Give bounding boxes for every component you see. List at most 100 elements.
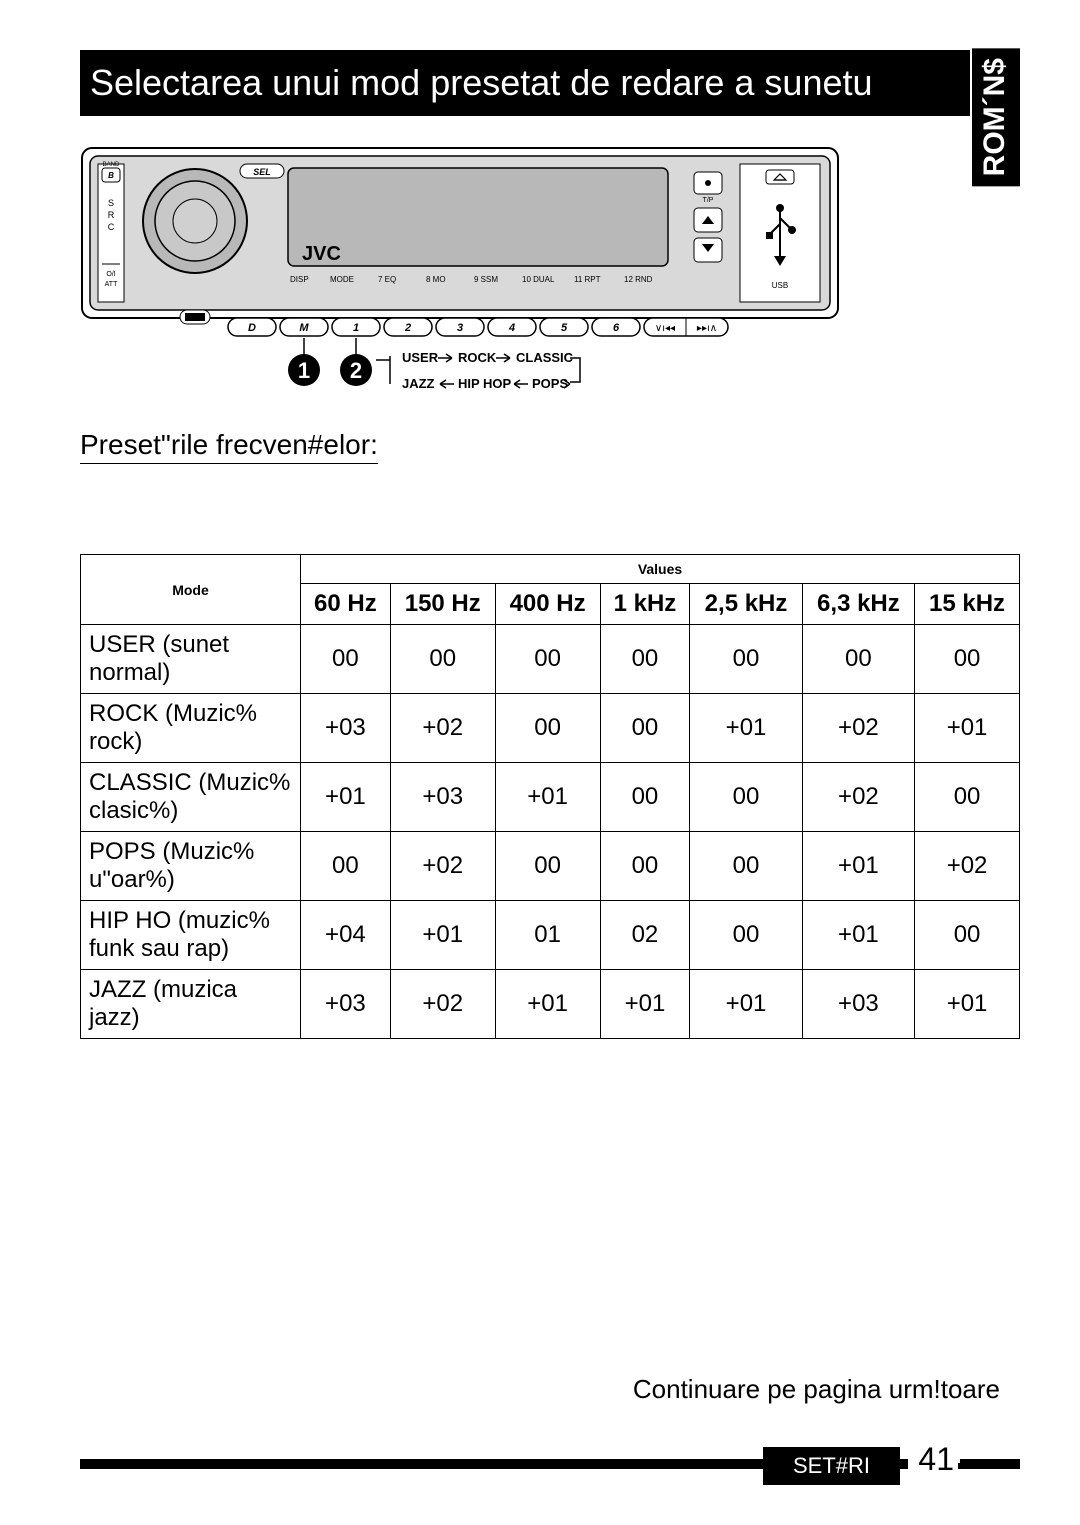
disp-label: DISP — [290, 275, 309, 284]
value-cell: +02 — [390, 694, 495, 763]
preset-buttons: D M 1 2 3 4 5 6 ∨ı◂◂ ▸▸ı∧ — [228, 318, 728, 336]
value-cell: +01 — [802, 832, 914, 901]
svg-text:D: D — [248, 322, 256, 334]
table-row: HIP HO (muzic% funk sau rap)+04+01010200… — [81, 901, 1020, 970]
svg-text:7 EQ: 7 EQ — [378, 275, 396, 284]
value-cell: 00 — [915, 901, 1020, 970]
table-row: ROCK (Muzic% rock)+03+020000+01+02+01 — [81, 694, 1020, 763]
svg-text:JAZZ: JAZZ — [402, 376, 435, 391]
th-2-5khz: 2,5 kHz — [690, 584, 802, 625]
value-cell: +03 — [301, 970, 391, 1039]
value-cell: 00 — [600, 694, 690, 763]
eq-mode-flow: USER ROCK CLASSIC JAZZ HIP HOP POPS — [376, 350, 580, 391]
eq-preset-table: Mode Values 60 Hz 150 Hz 400 Hz 1 kHz 2,… — [80, 554, 1020, 1039]
page: Selectarea unui mod presetat de redare a… — [0, 0, 1080, 1525]
th-values: Values — [301, 555, 1020, 584]
value-cell: +01 — [802, 901, 914, 970]
value-cell: 02 — [600, 901, 690, 970]
value-cell: +01 — [600, 970, 690, 1039]
svg-text:5: 5 — [561, 322, 568, 334]
svg-text:8 MO: 8 MO — [426, 275, 446, 284]
svg-text:9 SSM: 9 SSM — [474, 275, 498, 284]
mode-cell: HIP HO (muzic% funk sau rap) — [81, 901, 301, 970]
att-label: ATT — [105, 281, 118, 288]
value-cell: 00 — [690, 763, 802, 832]
tp-label: T/P — [703, 197, 714, 204]
mode-cell: ROCK (Muzic% rock) — [81, 694, 301, 763]
value-cell: +01 — [690, 694, 802, 763]
value-cell: 01 — [495, 901, 600, 970]
page-number: 41 — [908, 1441, 960, 1478]
value-cell: 00 — [802, 625, 914, 694]
value-cell: +02 — [390, 970, 495, 1039]
mode-cell: JAZZ (muzica jazz) — [81, 970, 301, 1039]
page-footer: SET#RI 41 — [80, 1441, 1020, 1485]
value-cell: +01 — [690, 970, 802, 1039]
svg-text:12 RND: 12 RND — [624, 275, 653, 284]
svg-text:CLASSIC: CLASSIC — [516, 350, 574, 365]
language-label: ROM´N$ — [978, 58, 1011, 176]
value-cell: +02 — [802, 694, 914, 763]
value-cell: 00 — [301, 832, 391, 901]
value-cell: +01 — [495, 970, 600, 1039]
oi-label: O/I — [106, 271, 115, 278]
corner-mark — [958, 1463, 980, 1469]
mode-label: MODE — [330, 275, 354, 284]
band-label: BAND — [103, 162, 120, 168]
page-title: Selectarea unui mod presetat de redare a… — [90, 62, 873, 103]
svg-text:▸▸ı∧: ▸▸ı∧ — [697, 323, 717, 334]
svg-text:HIP HOP: HIP HOP — [458, 376, 512, 391]
svg-text:10 DUAL: 10 DUAL — [522, 275, 555, 284]
value-cell: +01 — [390, 901, 495, 970]
mode-cell: CLASSIC (Muzic% clasic%) — [81, 763, 301, 832]
value-cell: +03 — [301, 694, 391, 763]
value-cell: +03 — [390, 763, 495, 832]
th-mode: Mode — [81, 555, 301, 625]
value-cell: 00 — [600, 832, 690, 901]
value-cell: 00 — [690, 901, 802, 970]
step-1: 1 — [298, 358, 310, 383]
subtitle: Preset"rile frecven#elor: — [80, 429, 378, 464]
svg-text:ROCK: ROCK — [458, 350, 497, 365]
svg-text:3: 3 — [457, 322, 463, 334]
th-400hz: 400 Hz — [495, 584, 600, 625]
continue-text: Continuare pe pagina urm!toare — [633, 1374, 1000, 1405]
svg-text:USER: USER — [402, 350, 439, 365]
svg-text:1: 1 — [353, 322, 359, 334]
svg-text:M: M — [299, 322, 309, 334]
table-row: CLASSIC (Muzic% clasic%)+01+03+010000+02… — [81, 763, 1020, 832]
th-15khz: 15 kHz — [915, 584, 1020, 625]
value-cell: 00 — [390, 625, 495, 694]
footer-badge-label: SET#RI — [793, 1453, 870, 1478]
footer-badge: SET#RI — [763, 1447, 900, 1485]
value-cell: +01 — [301, 763, 391, 832]
table-row: POPS (Muzic% u"oar%)00+02000000+01+02 — [81, 832, 1020, 901]
mode-cell: USER (sunet normal) — [81, 625, 301, 694]
value-cell: +02 — [915, 832, 1020, 901]
th-150hz: 150 Hz — [390, 584, 495, 625]
value-cell: +01 — [915, 970, 1020, 1039]
th-60hz: 60 Hz — [301, 584, 391, 625]
svg-text:6: 6 — [613, 322, 620, 334]
th-6-3khz: 6,3 kHz — [802, 584, 914, 625]
svg-text:∨ı◂◂: ∨ı◂◂ — [655, 323, 675, 334]
brand-label: JVC — [302, 243, 341, 265]
value-cell: +04 — [301, 901, 391, 970]
value-cell: 00 — [690, 625, 802, 694]
table-row: USER (sunet normal)00000000000000 — [81, 625, 1020, 694]
value-cell: +02 — [390, 832, 495, 901]
step-2: 2 — [350, 358, 362, 383]
svg-text:B: B — [108, 171, 114, 180]
src-s: S — [108, 198, 114, 208]
value-cell: +03 — [802, 970, 914, 1039]
svg-text:POPS: POPS — [532, 376, 568, 391]
svg-text:11 RPT: 11 RPT — [574, 275, 601, 284]
value-cell: +01 — [495, 763, 600, 832]
value-cell: 00 — [915, 625, 1020, 694]
value-cell: 00 — [600, 763, 690, 832]
src-r: R — [108, 210, 115, 220]
value-cell: +02 — [802, 763, 914, 832]
value-cell: +01 — [915, 694, 1020, 763]
language-tab: ROM´N$ — [972, 48, 1020, 186]
radio-faceplate-illustration: BAND B S R C O/I ATT SEL JVC DISP MODE 7… — [80, 146, 840, 406]
